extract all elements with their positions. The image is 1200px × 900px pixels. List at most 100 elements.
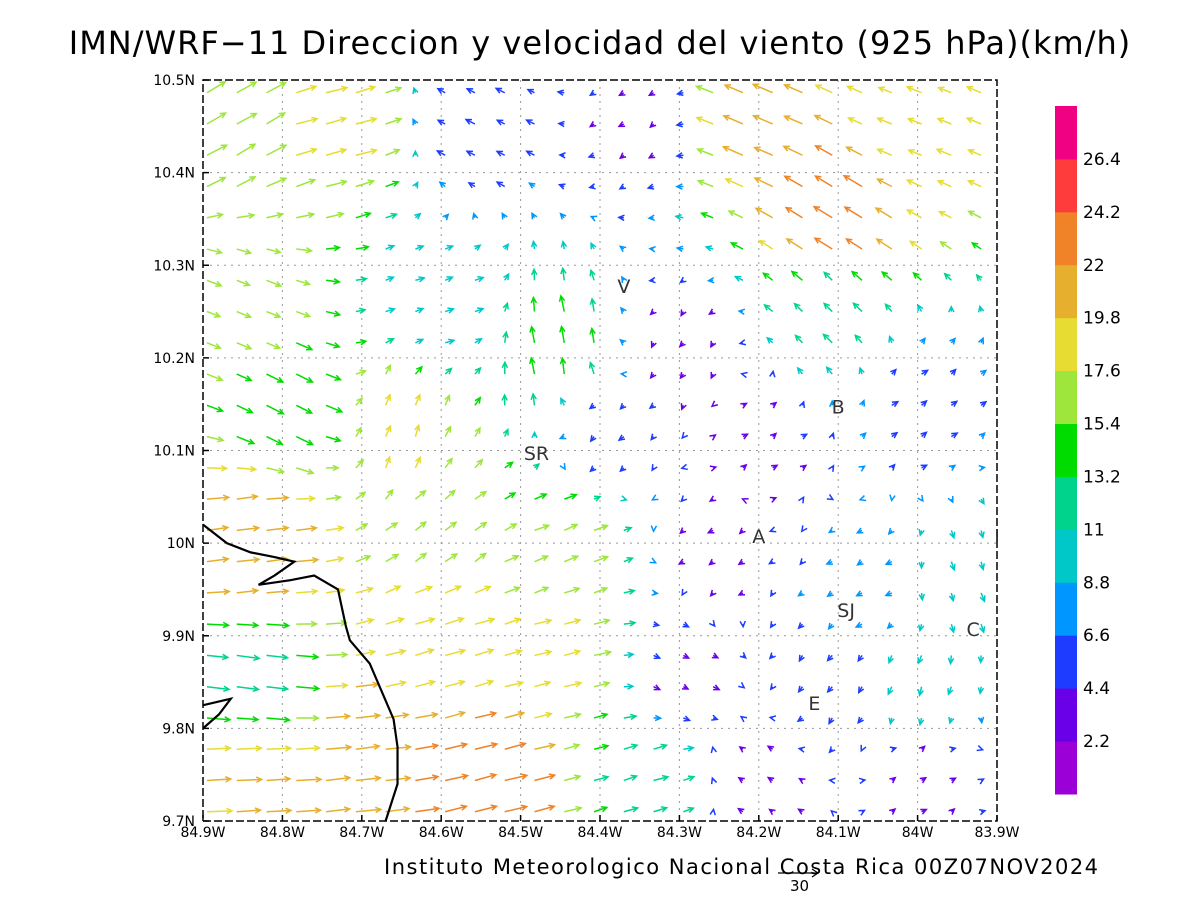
- wind-arrow: [822, 302, 833, 313]
- wind-arrow: [495, 181, 506, 188]
- wind-arrow: [918, 717, 925, 727]
- wind-arrow: [206, 342, 222, 350]
- wind-arrow: [534, 742, 557, 750]
- wind-arrow: [465, 150, 476, 157]
- wind-arrow: [652, 620, 661, 628]
- wind-arrow: [564, 649, 582, 657]
- wind-vectors: [206, 80, 988, 817]
- wind-arrow: [593, 774, 610, 782]
- colorbar-tick-label: 11: [1083, 520, 1105, 540]
- wind-arrow: [763, 303, 774, 313]
- wind-arrow: [822, 333, 833, 344]
- wind-arrow: [767, 558, 776, 565]
- wind-arrow: [884, 590, 893, 597]
- wind-arrow: [588, 183, 596, 190]
- wind-arrow: [618, 245, 627, 253]
- wind-arrow: [326, 682, 349, 689]
- wind-arrow: [236, 525, 261, 532]
- wind-arrow: [412, 117, 419, 126]
- y-tick-label: 10.4N: [153, 166, 195, 182]
- station-label: SR: [524, 443, 549, 465]
- wind-arrow: [977, 716, 985, 725]
- wind-arrow: [355, 491, 367, 500]
- wind-arrow: [444, 425, 452, 437]
- colorbar-tick-label: 6.6: [1083, 626, 1110, 646]
- colorbar-swatch: [1055, 582, 1077, 636]
- wind-arrow: [675, 89, 684, 97]
- wind-arrow: [814, 84, 833, 94]
- wind-arrow: [530, 392, 537, 406]
- wind-arrow: [355, 681, 380, 688]
- wind-arrow: [414, 489, 427, 500]
- wind-arrow: [504, 586, 522, 594]
- wind-arrow: [797, 685, 805, 694]
- wind-arrow: [206, 279, 223, 287]
- wind-arrow: [355, 397, 364, 406]
- wind-arrow: [768, 652, 776, 660]
- wind-arrow: [296, 714, 321, 722]
- wind-arrow: [474, 617, 496, 625]
- wind-arrow: [874, 207, 893, 219]
- wind-arrow: [948, 592, 956, 603]
- wind-arrow: [650, 525, 658, 533]
- wind-arrow: [236, 373, 253, 382]
- wind-arrow: [236, 342, 253, 350]
- wind-arrow: [647, 214, 655, 222]
- wind-arrow: [920, 399, 928, 407]
- wind-arrow: [843, 206, 863, 219]
- wind-arrow: [906, 117, 922, 125]
- wind-arrow: [206, 112, 228, 125]
- wind-arrow: [236, 621, 260, 629]
- colorbar-tick-label: 24.2: [1083, 203, 1121, 223]
- wind-arrow: [504, 711, 526, 719]
- wind-arrow: [444, 710, 467, 719]
- wind-arrow: [682, 621, 691, 628]
- wind-arrow: [355, 426, 362, 437]
- wind-arrow: [296, 807, 323, 814]
- wind-arrow: [504, 649, 524, 657]
- colorbar-swatch: [1055, 370, 1077, 425]
- wind-arrow: [770, 401, 778, 409]
- wind-arrow: [464, 118, 476, 125]
- wind-arrow: [206, 588, 231, 596]
- wind-arrow: [680, 463, 688, 471]
- colorbar-tick-label: 15.4: [1083, 415, 1121, 435]
- wind-arrow: [887, 655, 894, 665]
- wind-arrow: [559, 356, 567, 375]
- y-tick-label: 10N: [167, 536, 195, 552]
- wind-arrow: [415, 679, 437, 688]
- wind-arrow: [534, 586, 550, 594]
- wind-arrow: [617, 434, 626, 442]
- wind-arrow: [206, 621, 231, 629]
- wind-arrow: [919, 337, 926, 345]
- wind-arrow: [266, 404, 285, 415]
- wind-arrow: [236, 404, 254, 414]
- wind-arrow: [823, 271, 833, 281]
- wind-arrow: [415, 338, 425, 345]
- wind-arrow: [619, 402, 627, 411]
- station-labels: V SR B A SJ C E I: [524, 276, 1000, 715]
- wind-arrow: [438, 181, 446, 188]
- wind-arrow: [696, 148, 714, 156]
- wind-arrow: [326, 713, 352, 720]
- wind-arrow: [474, 585, 492, 594]
- wind-arrow: [296, 84, 318, 94]
- wind-arrow: [709, 465, 718, 472]
- wind-arrow: [920, 431, 928, 439]
- wind-arrow: [415, 617, 437, 625]
- wind-arrow: [593, 681, 611, 688]
- wind-arrow: [828, 746, 836, 754]
- wind-arrow: [534, 618, 553, 625]
- wind-arrow: [593, 555, 610, 563]
- wind-arrow: [826, 494, 835, 501]
- wind-arrow: [530, 295, 538, 312]
- coastline: [203, 523, 399, 821]
- wind-arrow: [948, 807, 956, 815]
- wind-arrow: [589, 435, 597, 443]
- wind-arrow: [534, 493, 548, 500]
- wind-arrow: [798, 777, 806, 785]
- wind-arrow: [444, 276, 454, 283]
- wind-arrow: [534, 773, 557, 782]
- wind-arrow: [706, 527, 715, 534]
- wind-arrow: [856, 559, 864, 566]
